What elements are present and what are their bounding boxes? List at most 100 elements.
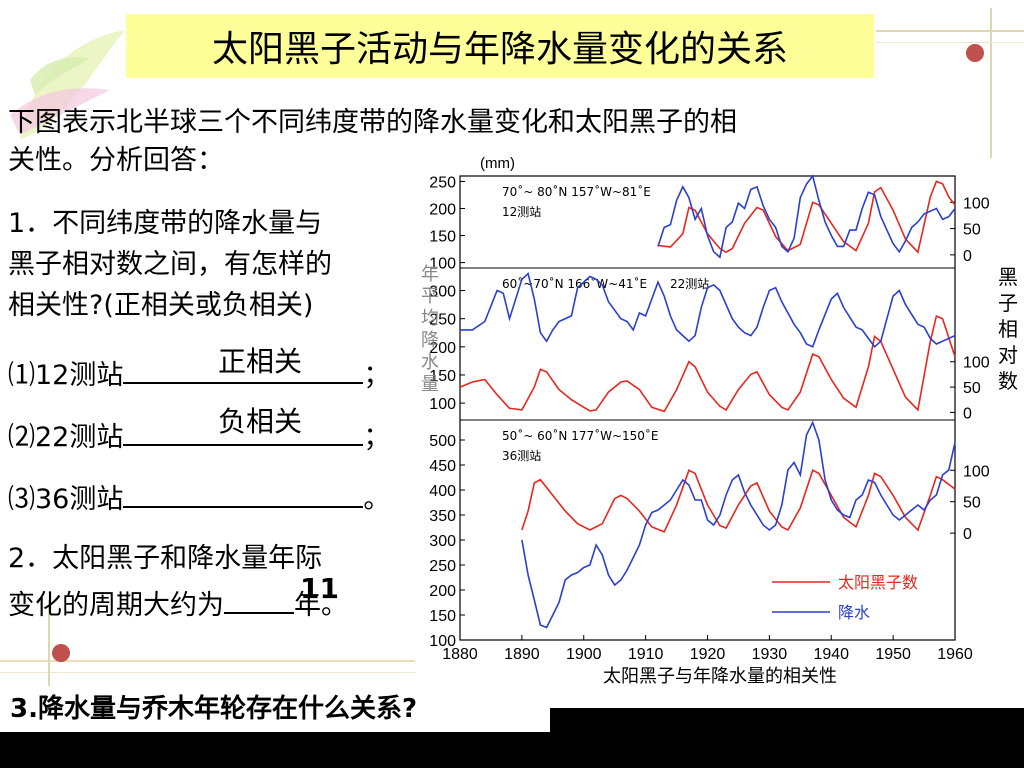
- leaf-decoration: [0, 20, 130, 150]
- x-tick-label: 1920: [690, 646, 726, 663]
- decor-line: [876, 42, 1024, 43]
- q2-answer: 11: [300, 572, 339, 605]
- q1-2-row: ⑵22测站 ；: [8, 414, 390, 457]
- q1-3-label: ⑶36测站: [8, 484, 124, 515]
- q3-text: 3.降水量与乔木年轮存在什么关系?: [0, 686, 550, 732]
- legend-label: 太阳黑子数: [838, 573, 918, 592]
- q1-3-blank: [123, 476, 364, 508]
- q2-line-1: 2．太阳黑子和降水量年际: [8, 543, 323, 574]
- x-tick-label: 1900: [566, 646, 602, 663]
- left-tick-label: 100: [429, 396, 456, 413]
- left-tick-label: 200: [429, 340, 456, 357]
- left-axis-label-char: 降: [421, 330, 439, 351]
- panel-station-label: 12测站: [502, 205, 541, 219]
- x-tick-label: 1910: [628, 646, 664, 663]
- decor-line: [48, 600, 50, 710]
- left-tick-label: 400: [429, 483, 456, 500]
- left-axis-label-char: 水: [421, 352, 439, 373]
- q1-line-1: 1．不同纬度带的降水量与: [8, 208, 323, 239]
- left-axis-label-char: 年: [421, 264, 439, 285]
- q2-blank: [224, 582, 294, 614]
- chart-title: 太阳黑子与年降水量的相关性: [603, 666, 837, 687]
- left-tick-label: 250: [429, 174, 456, 191]
- x-tick-label: 1950: [875, 646, 911, 663]
- right-tick-label: 50: [963, 380, 981, 397]
- q1-1-label: ⑴12测站: [8, 360, 124, 391]
- decor-line: [0, 660, 415, 662]
- right-tick-label: 100: [963, 463, 990, 480]
- q1-3-end: 。: [363, 484, 391, 515]
- sunspot-series-line: [459, 314, 956, 413]
- left-tick-label: 100: [429, 633, 456, 650]
- right-tick-label: 100: [963, 195, 990, 212]
- right-tick-label: 0: [963, 526, 972, 543]
- precip-series-line: [521, 420, 956, 629]
- q1-2-blank: [123, 414, 364, 446]
- panel-station-label: 36测站: [502, 449, 541, 463]
- plot-frame: [459, 175, 956, 641]
- panel-region-label: 60˚~70˚N 166˚W~41˚E: [502, 276, 647, 291]
- q2-pre: 变化的周期大约为: [8, 590, 224, 621]
- sunspot-series-line: [521, 469, 956, 533]
- left-tick-label: 250: [429, 558, 456, 575]
- legend-label: 降水: [838, 603, 870, 622]
- decor-dot: [966, 44, 984, 62]
- slide-title-text: 太阳黑子活动与年降水量变化的关系: [211, 29, 788, 70]
- left-tick-label: 150: [429, 608, 456, 625]
- q1-1-blank: [123, 352, 364, 384]
- left-tick-label: 150: [429, 229, 456, 246]
- right-tick-label: 50: [963, 222, 981, 239]
- left-tick-label: 300: [429, 284, 456, 301]
- right-tick-label: 100: [963, 355, 990, 372]
- slide-title: 太阳黑子活动与年降水量变化的关系: [126, 14, 874, 78]
- q1-3-row: ⑶36测站 。: [8, 476, 390, 519]
- precip-series-line: [460, 272, 956, 348]
- q1-1-row: ⑴12测站 ；: [8, 352, 390, 395]
- decor-line: [0, 672, 415, 673]
- right-tick-label: 50: [963, 495, 981, 512]
- right-tick-label: 0: [963, 405, 972, 422]
- panel-region-label: 50˚~ 60˚N 177˚W~150˚E: [502, 428, 659, 443]
- decor-line: [876, 30, 1024, 32]
- panel-region-label: 70˚~ 80˚N 157˚W~81˚E: [502, 184, 651, 199]
- unit-label: (mm): [480, 155, 515, 172]
- left-tick-label: 200: [429, 201, 456, 218]
- x-tick-label: 1960: [937, 646, 973, 663]
- left-tick-label: 200: [429, 583, 456, 600]
- left-axis-label-char: 量: [421, 374, 439, 395]
- right-axis-label-char: 相: [998, 317, 1018, 341]
- q1-line-2: 黑子相对数之间，有怎样的: [8, 249, 332, 280]
- left-axis-label-char: 均: [421, 308, 439, 329]
- left-tick-label: 150: [429, 368, 456, 385]
- q2-line-2: 变化的周期大约为 年。: [8, 582, 348, 625]
- q1-2-end: ；: [363, 422, 391, 453]
- right-axis-label-char: 子: [998, 291, 1018, 315]
- precip-series-line: [657, 174, 956, 259]
- decor-line: [990, 8, 992, 158]
- left-tick-label: 300: [429, 533, 456, 550]
- left-axis-label-char: 平: [421, 286, 439, 307]
- left-tick-label: 450: [429, 458, 456, 475]
- q1-line-3: 相关性?(正相关或负相关): [8, 290, 314, 321]
- left-tick-label: 100: [429, 256, 456, 273]
- right-tick-label: 0: [963, 248, 972, 265]
- intro-line-1: 下图表示北半球三个不同纬度带的降水量变化和太阳黑子的相: [8, 107, 737, 138]
- left-tick-label: 350: [429, 508, 456, 525]
- panel-station-label: 22测站: [670, 277, 709, 291]
- right-axis-label-char: 数: [998, 369, 1018, 393]
- right-axis-label-char: 对: [998, 343, 1018, 367]
- x-tick-label: 1880: [442, 646, 478, 663]
- q1-1-answer: 正相关: [218, 345, 303, 378]
- q1-2-answer: 负相关: [218, 405, 303, 438]
- left-tick-label: 250: [429, 312, 456, 329]
- decor-dot: [52, 644, 70, 662]
- intro-line-2: 关性。分析回答：: [8, 145, 224, 176]
- q2-post: 年。: [294, 590, 348, 621]
- left-tick-label: 500: [429, 433, 456, 450]
- x-tick-label: 1940: [813, 646, 849, 663]
- x-tick-label: 1890: [504, 646, 540, 663]
- x-tick-label: 1930: [752, 646, 788, 663]
- right-axis-label-char: 黑: [998, 265, 1018, 289]
- q1-2-label: ⑵22测站: [8, 422, 124, 453]
- q1-1-end: ；: [363, 360, 391, 391]
